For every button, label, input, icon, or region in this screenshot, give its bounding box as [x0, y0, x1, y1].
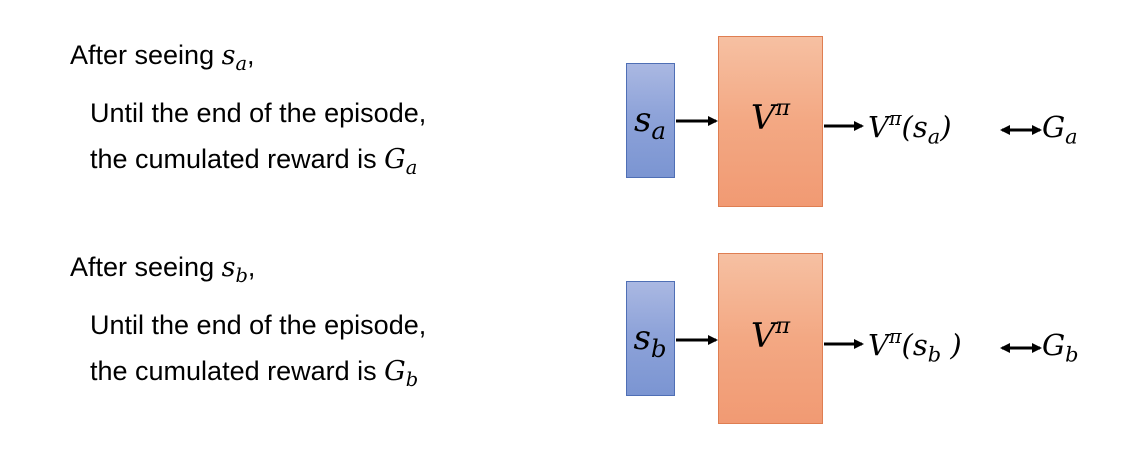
row-a-line2-text: the cumulated reward is [90, 144, 385, 174]
row-a-target-return: Ga [1042, 110, 1078, 149]
row-b-state-box [626, 281, 675, 396]
row-b-heading-text: After seeing [70, 252, 222, 282]
row-a-state-box-label: sa [633, 100, 667, 145]
row-b-state-symbol: sb [221, 252, 248, 288]
row-b-heading-comma: , [247, 252, 256, 282]
row-b-line2-text: the cumulated reward is [90, 356, 385, 386]
row-b-heading: After seeing sb, [70, 252, 256, 288]
row-a-line1: Until the end of the episode, [90, 98, 427, 128]
row-a-output-value: Vπ(sa) [868, 107, 952, 149]
row-b-target-return: Gb [1042, 328, 1079, 367]
row-a-state-box [626, 63, 675, 178]
row-b-value-network-label: Vπ [750, 313, 791, 356]
row-a-reward-symbol: Ga [384, 144, 418, 180]
row-b-reward-symbol: Gb [384, 356, 419, 392]
row-b-line1: Until the end of the episode, [90, 310, 427, 340]
row-a-value-network-box [718, 36, 823, 207]
row-a-state-symbol: sa [221, 40, 248, 76]
row-a-heading-comma: , [247, 40, 255, 70]
row-b-state-box-label: sb [633, 318, 667, 363]
row-a-value-network-label: Vπ [750, 95, 791, 138]
row-b-line2: the cumulated reward is Gb [90, 356, 419, 392]
row-b-output-value: Vπ(sb ) [868, 325, 962, 367]
row-b-value-network-box [718, 253, 823, 424]
row-a-line2: the cumulated reward is Ga [90, 144, 418, 180]
row-a-heading: After seeing sa, [70, 40, 255, 76]
row-a-heading-text: After seeing [70, 40, 222, 70]
